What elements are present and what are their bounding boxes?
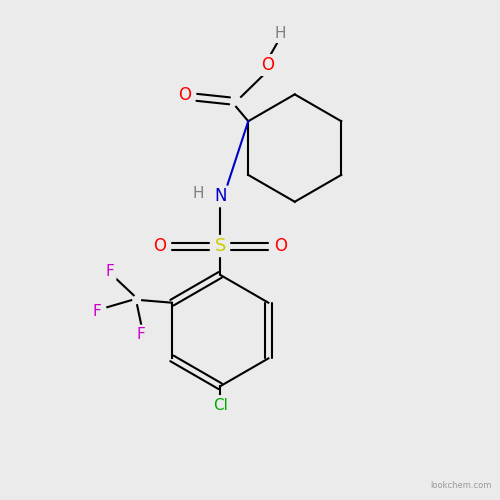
- Text: O: O: [153, 237, 166, 255]
- Text: F: F: [106, 264, 114, 279]
- Text: H: H: [274, 26, 285, 41]
- Text: N: N: [214, 188, 226, 206]
- Text: Cl: Cl: [212, 398, 228, 412]
- Text: O: O: [274, 237, 287, 255]
- Text: F: F: [93, 304, 102, 318]
- Text: lookchem.com: lookchem.com: [430, 480, 491, 490]
- Text: H: H: [192, 186, 203, 202]
- Text: O: O: [178, 86, 191, 104]
- Text: F: F: [136, 326, 145, 342]
- Text: O: O: [261, 56, 274, 74]
- Text: S: S: [214, 237, 226, 255]
